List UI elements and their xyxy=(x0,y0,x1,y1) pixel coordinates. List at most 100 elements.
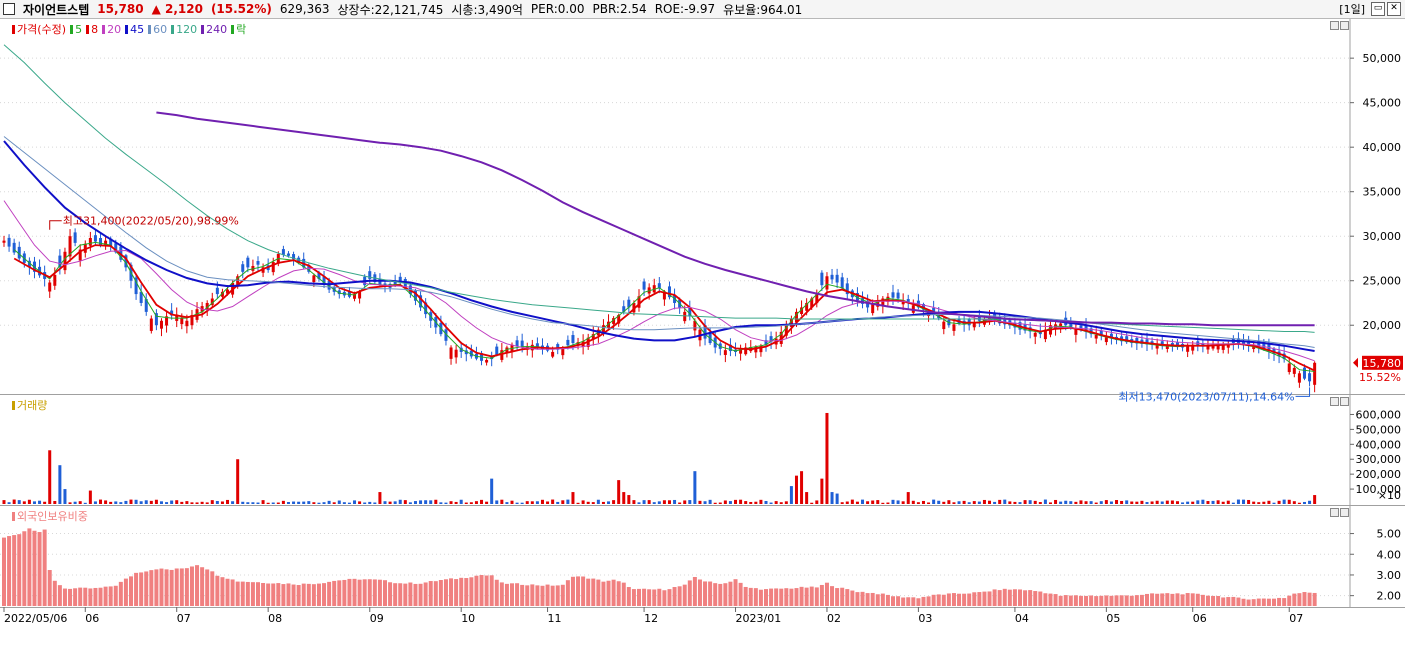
foreign-bar xyxy=(997,590,1002,606)
select-checkbox[interactable] xyxy=(3,3,15,15)
candle-body xyxy=(652,285,656,293)
volume-bar xyxy=(622,492,626,504)
foreign-bar xyxy=(1190,593,1195,606)
volume-bar xyxy=(947,500,951,504)
foreign-bar xyxy=(443,579,448,606)
volume-bar xyxy=(612,500,616,504)
candle-body xyxy=(1297,373,1301,383)
x-tick-label: 12 xyxy=(644,612,658,625)
foreign-bar xyxy=(677,586,682,606)
price-panel-buttons[interactable] xyxy=(1330,21,1349,30)
candle-body xyxy=(398,276,402,283)
foreign-bar xyxy=(489,575,494,606)
volume-bar xyxy=(1135,501,1139,504)
candle-body xyxy=(236,276,240,287)
foreign-tick-label: 2.00 xyxy=(1377,590,1402,603)
volume-bar xyxy=(1038,502,1042,504)
foreign-bar xyxy=(1205,595,1210,606)
foreign-bar xyxy=(316,583,321,606)
candle-body xyxy=(972,323,976,328)
volume-bar xyxy=(754,501,758,504)
foreign-bar xyxy=(1068,595,1073,606)
candle-body xyxy=(845,283,849,295)
candle-body xyxy=(739,349,743,354)
x-tick-label: 09 xyxy=(370,612,384,625)
candle-body xyxy=(505,347,509,354)
listed-shares: 상장수:22,121,745 xyxy=(337,2,444,17)
volume-bar xyxy=(525,501,529,504)
foreign-bar xyxy=(1211,595,1216,606)
foreign-bar xyxy=(403,583,408,606)
volume-bar xyxy=(1048,502,1052,504)
candle-body xyxy=(662,291,666,300)
stock-name[interactable]: 자이언트스텝 xyxy=(23,2,90,17)
restore-icon[interactable]: ▭ xyxy=(1371,2,1385,16)
candle-body xyxy=(78,249,82,261)
candle-body xyxy=(99,238,103,246)
foreign-bar xyxy=(174,568,179,606)
foreign-bar xyxy=(352,578,357,606)
candle-body xyxy=(886,296,890,302)
volume-bar xyxy=(43,501,47,504)
foreign-bar xyxy=(1226,597,1231,606)
volume-bar xyxy=(480,499,484,504)
foreign-bar xyxy=(713,583,718,606)
foreign-bar xyxy=(657,588,662,606)
volume-bar xyxy=(855,501,859,504)
candle-body xyxy=(728,344,732,352)
foreign-panel-buttons[interactable] xyxy=(1330,508,1349,517)
volume-bar xyxy=(642,500,646,504)
candle-body xyxy=(1313,362,1317,385)
volume-bar xyxy=(1008,501,1012,504)
foreign-bar xyxy=(718,583,723,606)
candle-body xyxy=(881,298,885,306)
foreign-bar xyxy=(479,575,484,606)
volume-bar xyxy=(1023,500,1027,504)
candle-body xyxy=(1099,330,1103,336)
candle-body xyxy=(88,237,92,246)
volume-bar xyxy=(1175,501,1179,504)
candle-body xyxy=(1186,346,1190,352)
volume-bar xyxy=(632,500,636,504)
candle-body xyxy=(1145,339,1149,345)
foreign-bar xyxy=(637,588,641,606)
candle-body xyxy=(642,281,646,290)
candle-body xyxy=(627,299,631,308)
close-icon[interactable]: ✕ xyxy=(1387,2,1401,16)
foreign-bar xyxy=(68,588,73,606)
volume-bar xyxy=(38,500,42,504)
candle-body xyxy=(769,336,773,342)
candle-body xyxy=(551,351,555,357)
volume-bar xyxy=(185,501,189,504)
foreign-bar xyxy=(469,577,474,606)
foreign-bar xyxy=(647,589,652,606)
candle-body xyxy=(805,302,809,311)
candle-body xyxy=(292,254,296,260)
foreign-bar xyxy=(73,588,78,606)
volume-bar xyxy=(215,500,219,504)
foreign-bar xyxy=(845,589,850,606)
volume-bar xyxy=(12,499,16,504)
candle-body xyxy=(1160,341,1164,346)
foreign-bar xyxy=(1216,595,1221,606)
foreign-bar xyxy=(951,593,956,606)
foreign-bar xyxy=(154,569,159,606)
volume-bar xyxy=(464,502,468,504)
legend-label: 120 xyxy=(176,22,198,36)
foreign-bar xyxy=(454,579,459,606)
period-selector[interactable]: [1일] xyxy=(1339,3,1365,16)
candle-body xyxy=(744,347,748,355)
volume-bar xyxy=(408,502,412,504)
volume-bar xyxy=(165,502,169,504)
legend-swatch xyxy=(148,24,152,34)
volume-panel-buttons[interactable] xyxy=(1330,397,1349,406)
volume-bar xyxy=(601,501,605,504)
foreign-bar xyxy=(870,592,875,606)
foreign-bar xyxy=(921,596,926,606)
foreign-bar xyxy=(957,593,962,606)
foreign-bar xyxy=(1302,592,1307,606)
volume-bar xyxy=(515,502,519,504)
candle-body xyxy=(815,294,819,304)
foreign-bar xyxy=(327,581,332,606)
